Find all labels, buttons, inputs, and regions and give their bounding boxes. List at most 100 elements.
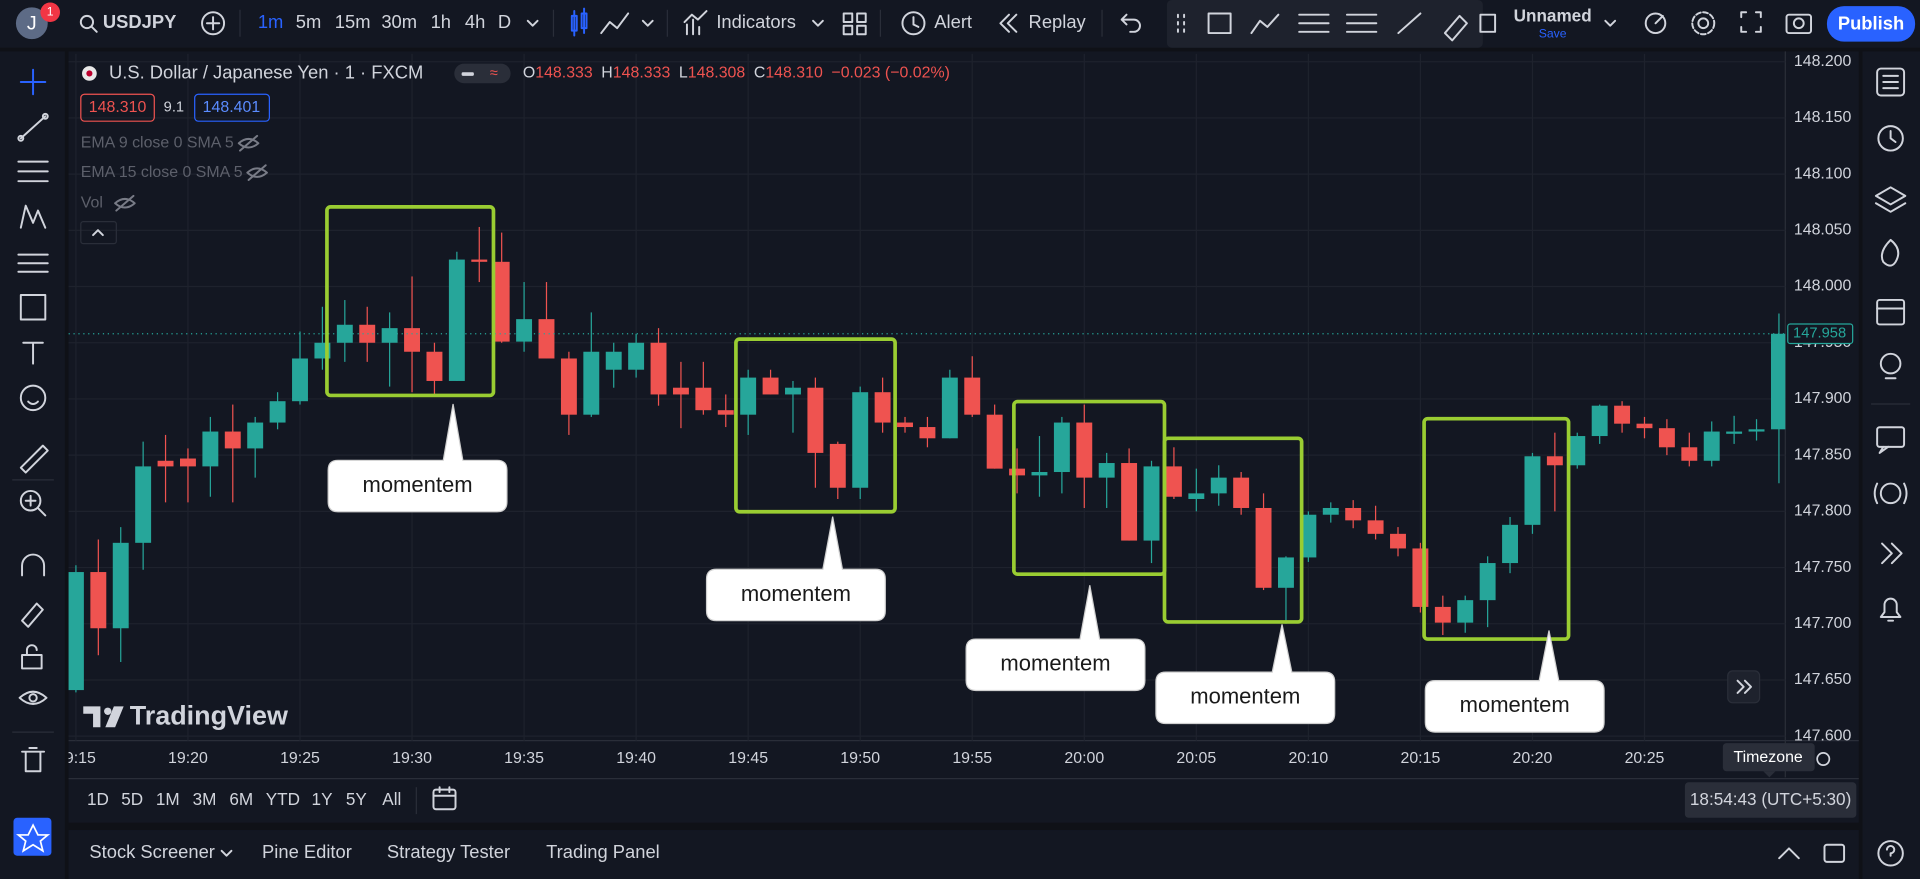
- interval[interactable]: 30m: [381, 11, 417, 32]
- candle-body: [269, 401, 286, 423]
- candle-body: [247, 422, 264, 449]
- market-status[interactable]: [454, 63, 511, 84]
- callout-label: momentem: [1460, 692, 1570, 717]
- interval[interactable]: 5m: [296, 11, 322, 32]
- chevron[interactable]: [1604, 19, 1617, 27]
- candle-body: [68, 572, 84, 691]
- maximize-panel[interactable]: [1778, 847, 1800, 860]
- publish-button[interactable]: [1826, 6, 1916, 42]
- bottom-tab[interactable]: Trading Panel: [546, 841, 660, 862]
- candle-body: [180, 458, 196, 467]
- candle-body: [1255, 507, 1272, 588]
- range-button[interactable]: 1Y: [312, 789, 334, 809]
- replay-button[interactable]: Replay: [1029, 11, 1087, 32]
- indicators-icon[interactable]: [683, 10, 708, 36]
- candle-body: [1390, 533, 1406, 549]
- interval[interactable]: 1h: [431, 11, 451, 32]
- candle-body: [1770, 333, 1786, 430]
- search-icon[interactable]: [79, 14, 98, 33]
- layout-name[interactable]: Unnamed: [1514, 6, 1592, 26]
- study-label[interactable]: EMA 15 close 0 SMA 5: [81, 164, 243, 181]
- time-box[interactable]: [1684, 782, 1857, 818]
- candle-body: [964, 377, 981, 415]
- settings-icon[interactable]: [1816, 752, 1831, 767]
- annotations: momentem momentem momentem momentem momentem: [325, 205, 1605, 733]
- right-top-icons[interactable]: [1644, 11, 1812, 36]
- symbol[interactable]: USDJPY: [103, 11, 176, 32]
- star-icon: [15, 823, 51, 853]
- candle-body: [538, 319, 555, 359]
- ohlc-label: O: [523, 65, 535, 82]
- candle-body: [785, 387, 801, 395]
- hidden-icons[interactable]: [114, 134, 268, 212]
- candle-body: [874, 392, 891, 423]
- range-button[interactable]: YTD: [266, 789, 300, 809]
- chevron[interactable]: [641, 19, 654, 27]
- highlight-box: [1162, 436, 1304, 624]
- undo-icon[interactable]: [1120, 13, 1141, 33]
- candle-body: [112, 542, 129, 629]
- study-label[interactable]: Vol: [81, 194, 103, 211]
- callout-label: momentem: [1190, 684, 1300, 709]
- candle-body: [1098, 463, 1115, 478]
- status-dash: [461, 72, 474, 76]
- interval[interactable]: 1m: [258, 11, 284, 32]
- alert-icon[interactable]: [901, 11, 926, 36]
- range-button[interactable]: 5Y: [346, 789, 368, 809]
- candles-icon[interactable]: [570, 7, 588, 37]
- add-symbol[interactable]: [201, 11, 226, 36]
- chevron[interactable]: [812, 19, 824, 27]
- ohlc-value: 148.308: [688, 65, 746, 82]
- bottom-tab[interactable]: Strategy Tester: [387, 841, 510, 862]
- avatar[interactable]: [15, 7, 48, 40]
- callout-label: momentem: [1000, 651, 1110, 676]
- highlight-box: [1422, 416, 1571, 641]
- indicators-button[interactable]: Indicators: [716, 11, 796, 32]
- save-label[interactable]: Save: [1539, 27, 1567, 41]
- interval[interactable]: 15m: [335, 11, 371, 32]
- drawing-toolbar-icons[interactable]: [1176, 12, 1497, 42]
- candle-body: [1233, 477, 1250, 508]
- candle-body: [605, 351, 622, 370]
- range-button[interactable]: 5D: [121, 789, 143, 809]
- chevron[interactable]: [220, 849, 233, 857]
- range-button[interactable]: All: [382, 789, 401, 809]
- study-label[interactable]: EMA 9 close 0 SMA 5: [81, 134, 234, 151]
- replay-icon[interactable]: [999, 13, 1018, 33]
- left-toolbar-icons[interactable]: [17, 68, 49, 773]
- candle-body: [628, 342, 645, 370]
- buy-box[interactable]: [194, 93, 270, 122]
- candle-body: [516, 319, 533, 342]
- candle-body: [1457, 600, 1474, 623]
- bottom-tab[interactable]: Stock Screener: [89, 841, 215, 862]
- symbol-title[interactable]: U.S. Dollar / Japanese Yen · 1 · FXCM: [109, 61, 423, 82]
- sell-box[interactable]: [80, 93, 155, 122]
- alert-button[interactable]: Alert: [934, 11, 972, 32]
- goto-date-icon[interactable]: [432, 786, 457, 811]
- highlight-box: [325, 205, 496, 398]
- range-button[interactable]: 1D: [87, 789, 109, 809]
- range-button[interactable]: 1M: [156, 789, 180, 809]
- candle-body: [1188, 493, 1205, 499]
- range-button[interactable]: 6M: [229, 789, 253, 809]
- indicator-icon[interactable]: [600, 12, 630, 35]
- collapse-button[interactable]: [80, 220, 117, 245]
- bottom-tab[interactable]: Pine Editor: [262, 841, 352, 862]
- callout: [965, 585, 1146, 692]
- x-tick-label: 19:15: [56, 750, 96, 767]
- candle-body: [493, 261, 510, 342]
- range-button[interactable]: 3M: [193, 789, 217, 809]
- avatar-letter: J: [27, 13, 37, 35]
- x-tick-label: 19:20: [168, 750, 208, 767]
- candle-body: [695, 387, 712, 411]
- restore-panel[interactable]: [1823, 843, 1846, 863]
- right-sidebar-icons[interactable]: [1873, 67, 1908, 867]
- y-tick-label: 147.900: [1794, 390, 1852, 407]
- templates-icon[interactable]: [842, 12, 867, 36]
- interval[interactable]: D: [498, 11, 511, 32]
- interval[interactable]: 4h: [465, 11, 485, 32]
- chevron[interactable]: [526, 19, 539, 27]
- candle-body: [1165, 466, 1182, 497]
